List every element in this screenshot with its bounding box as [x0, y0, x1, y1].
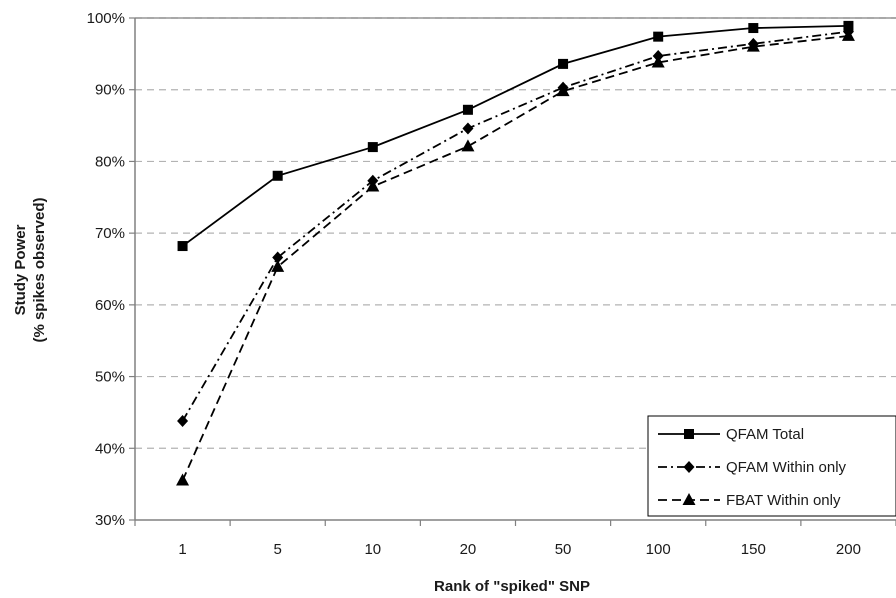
y-tick-label: 90%	[95, 82, 125, 99]
series-line	[181, 35, 849, 481]
x-tick-label: 20	[460, 541, 477, 558]
data-point-diamond	[272, 251, 284, 264]
data-point-triangle	[651, 55, 665, 68]
data-point-diamond	[683, 461, 695, 473]
y-tick-labels: 30% 40% 50% 60% 70% 80% 90% 100%	[87, 10, 125, 529]
data-point-square	[272, 170, 283, 181]
legend-item: FBAT Within only	[658, 492, 841, 509]
data-point-square	[748, 23, 759, 34]
x-tick-label: 5	[274, 541, 282, 558]
y-tick-label: 50%	[95, 369, 125, 386]
y-axis-title-line1: Study Power	[12, 224, 29, 315]
legend-item: QFAM Total	[658, 426, 804, 443]
x-tick-labels: 1 5 10 20 50 100 150 200	[178, 541, 861, 558]
x-tick-label: 150	[741, 541, 766, 558]
legend-label: QFAM Total	[726, 426, 804, 443]
data-point-triangle	[366, 179, 380, 192]
data-point-diamond	[462, 122, 474, 135]
legend-item: QFAM Within only	[658, 459, 847, 476]
legend-label: QFAM Within only	[726, 459, 847, 476]
x-tick-label: 100	[646, 541, 671, 558]
x-tick-label: 50	[555, 541, 572, 558]
y-tick-label: 70%	[95, 225, 125, 242]
data-point-square	[558, 58, 569, 69]
y-tick-label: 40%	[95, 440, 125, 457]
data-point-triangle	[841, 28, 855, 41]
y-tick-label: 30%	[95, 512, 125, 529]
series-fbat-within-only	[176, 28, 855, 486]
legend-label: FBAT Within only	[726, 492, 841, 509]
data-point-diamond	[177, 415, 189, 428]
data-point-triangle	[461, 139, 475, 152]
data-point-triangle	[556, 84, 570, 97]
series-line	[181, 30, 849, 422]
axes	[134, 17, 896, 526]
x-tick-label: 1	[178, 541, 186, 558]
y-tick-label: 60%	[95, 297, 125, 314]
data-point-square	[653, 31, 664, 42]
series-line	[182, 24, 849, 247]
x-axis-title: Rank of "spiked" SNP	[434, 578, 590, 595]
data-point-triangle	[746, 39, 760, 52]
x-tick-label: 200	[836, 541, 861, 558]
series-qfam-within-only	[177, 25, 854, 428]
x-tick-label: 10	[364, 541, 381, 558]
y-axis-title: Study Power (% spikes observed)	[12, 197, 48, 342]
data-point-square	[684, 429, 694, 439]
data-point-square	[177, 241, 188, 252]
series-qfam-total	[177, 20, 854, 252]
data-point-square	[462, 104, 473, 115]
y-axis-title-line2: (% spikes observed)	[31, 197, 48, 342]
data-point-square	[367, 142, 378, 153]
series-layer	[176, 20, 855, 486]
data-point-triangle	[176, 473, 190, 486]
data-point-triangle	[682, 493, 696, 505]
y-tick-label: 100%	[87, 10, 125, 27]
data-point-triangle	[271, 259, 285, 272]
y-tick-label: 80%	[95, 153, 125, 170]
legend: QFAM Total QFAM Within only FBAT Within on…	[647, 415, 896, 517]
